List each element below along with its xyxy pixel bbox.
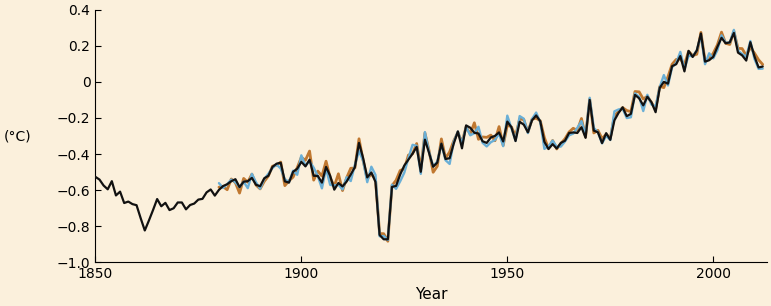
X-axis label: Year: Year <box>415 287 447 302</box>
Y-axis label: (°C): (°C) <box>4 129 32 143</box>
